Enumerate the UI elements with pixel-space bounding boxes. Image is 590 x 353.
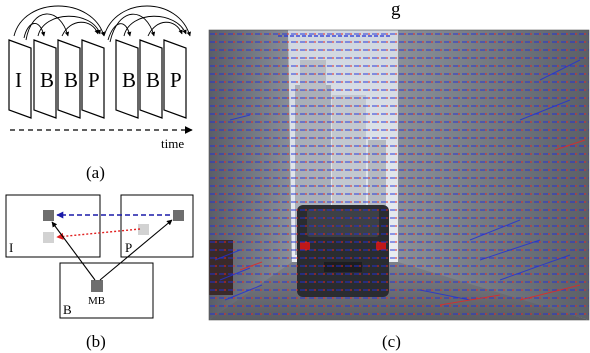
b-frame-box xyxy=(59,262,154,319)
panel-a-frame-sequence: I B B P B B P time (a) xyxy=(8,5,193,182)
frame-labels: I B B P B B P xyxy=(15,68,182,92)
frame-6 xyxy=(139,39,163,119)
frame-4 xyxy=(81,39,105,119)
frame-5 xyxy=(115,39,139,119)
flow-lines-red xyxy=(239,139,586,306)
p-ref-block xyxy=(173,210,184,221)
caption-fragment: g xyxy=(391,0,401,20)
motion-vector-field xyxy=(209,30,589,320)
reference-arcs xyxy=(13,5,191,43)
i-ref-block xyxy=(43,210,54,221)
i-frame-box xyxy=(5,194,101,258)
backward-vector xyxy=(56,228,141,240)
panel-a-caption: (a) xyxy=(86,163,105,182)
p-frame-box xyxy=(120,194,194,258)
frame-label-1: I xyxy=(15,68,22,92)
frame-label-3: B xyxy=(64,68,78,92)
frames xyxy=(8,39,187,119)
flow-lines xyxy=(214,59,581,301)
mb-label: MB xyxy=(88,295,105,307)
panel-b-motion-compensation: I P B MB (b) xyxy=(5,194,194,351)
mb-to-p-vector xyxy=(99,219,173,281)
p-frame-label: P xyxy=(125,240,132,255)
frame-2 xyxy=(33,39,57,119)
frame-7 xyxy=(163,39,187,119)
frame-label-2: B xyxy=(40,68,54,92)
frame-label-7: P xyxy=(170,68,182,92)
frame-label-5: B xyxy=(122,68,136,92)
photo-border xyxy=(208,29,590,321)
p-pred-block xyxy=(138,224,149,235)
mb-to-i-vector xyxy=(51,221,96,281)
frame-3 xyxy=(57,39,81,119)
panel-c-caption: (c) xyxy=(382,332,401,351)
time-label: time xyxy=(161,136,184,151)
mb-block xyxy=(91,280,103,292)
frame-label-6: B xyxy=(146,68,160,92)
frame-1 xyxy=(8,39,32,119)
i-frame-label: I xyxy=(9,240,13,255)
panel-b-caption: (b) xyxy=(86,332,106,351)
b-frame-label: B xyxy=(63,302,72,317)
i-pred-block xyxy=(43,232,54,243)
panel-c-motion-vector-photo xyxy=(209,30,589,320)
frame-label-4: P xyxy=(88,68,100,92)
